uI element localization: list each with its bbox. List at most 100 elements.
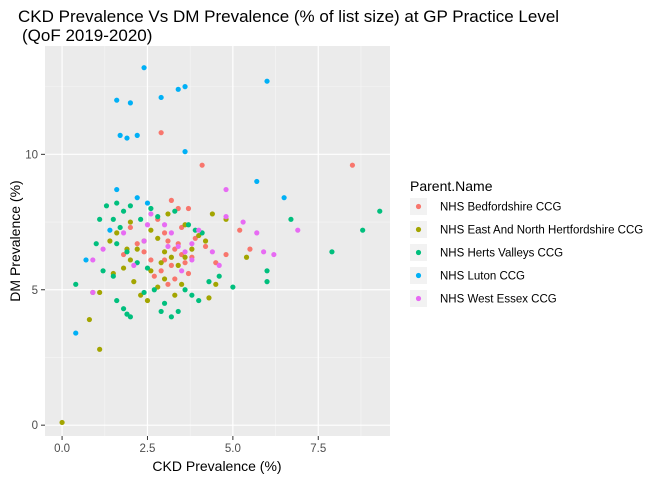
data-point-series-2	[141, 289, 147, 296]
data-point-series-2	[110, 216, 116, 222]
y-axis-title: DM Prevalence (%)	[7, 180, 23, 301]
data-point-series-2	[172, 208, 178, 214]
data-point-series-2	[230, 284, 236, 290]
data-point-series-1	[168, 254, 174, 260]
data-point-series-1	[158, 260, 164, 266]
data-point-series-4	[90, 257, 96, 263]
data-point-series-3	[114, 186, 120, 193]
legend-label: NHS Bedfordshire CCG	[440, 202, 561, 214]
data-point-series-1	[144, 297, 151, 304]
plot-panel	[45, 46, 390, 436]
data-point-series-0	[151, 273, 157, 279]
data-point-series-4	[261, 249, 267, 255]
legend-label: NHS West Essex CCG	[440, 294, 557, 306]
data-point-series-0	[168, 262, 174, 268]
data-point-series-0	[247, 246, 253, 252]
data-point-series-1	[243, 254, 250, 260]
y-tick-label: 0	[32, 420, 38, 432]
data-point-series-0	[202, 243, 209, 250]
data-point-series-3	[141, 65, 147, 71]
legend-label: NHS East And North Hertfordshire CCG	[440, 225, 643, 237]
data-point-series-3	[175, 86, 181, 92]
data-point-series-2	[103, 203, 110, 209]
data-point-series-3	[114, 97, 120, 103]
data-point-series-1	[134, 246, 140, 252]
data-point-series-2	[93, 241, 99, 247]
legend-key-dot	[415, 203, 422, 210]
data-point-series-3	[254, 178, 260, 185]
data-point-series-0	[185, 270, 192, 277]
data-point-series-3	[182, 84, 188, 90]
data-point-series-2	[114, 297, 120, 304]
data-point-series-4	[179, 268, 185, 274]
data-point-series-0	[165, 281, 171, 287]
data-point-series-4	[196, 227, 202, 233]
data-point-series-2	[182, 287, 188, 293]
data-point-series-2	[127, 314, 133, 320]
data-point-series-1	[114, 230, 120, 236]
data-point-series-2	[175, 308, 181, 315]
data-point-series-4	[100, 246, 106, 252]
data-point-series-1	[155, 235, 161, 241]
x-tick-label: 7.5	[310, 443, 326, 455]
data-point-series-1	[213, 281, 219, 287]
data-point-series-0	[127, 224, 133, 231]
data-point-series-4	[240, 219, 246, 225]
data-point-series-4	[189, 257, 195, 263]
data-point-series-4	[216, 262, 222, 268]
y-axis-ticks: 0 5 10	[25, 149, 45, 432]
data-point-series-2	[329, 249, 335, 255]
data-point-series-3	[83, 257, 89, 263]
data-point-series-0	[141, 249, 147, 255]
data-point-series-0	[185, 205, 192, 212]
data-point-series-4	[148, 211, 154, 217]
data-point-series-2	[151, 287, 157, 293]
data-point-series-4	[223, 214, 229, 220]
data-point-series-1	[127, 219, 133, 225]
data-point-series-2	[124, 249, 130, 255]
legend-key-dot	[415, 249, 422, 256]
data-point-series-2	[168, 314, 174, 320]
data-point-series-0	[168, 197, 174, 203]
legend: Parent.Name NHS Bedfordshire CCG NHS East…	[410, 178, 643, 307]
data-point-series-3	[117, 132, 123, 138]
data-point-series-2	[288, 216, 294, 222]
data-point-series-2	[161, 300, 168, 306]
data-point-series-1	[189, 246, 195, 252]
data-point-series-2	[117, 224, 123, 231]
data-point-series-2	[97, 216, 103, 222]
data-point-series-3	[107, 227, 113, 233]
legend-items: NHS Bedfordshire CCG NHS East And North H…	[410, 198, 643, 307]
data-point-series-2	[196, 297, 202, 304]
data-point-series-4	[120, 230, 127, 236]
data-point-series-4	[209, 249, 215, 255]
data-point-series-2	[120, 208, 127, 214]
data-point-series-3	[158, 94, 164, 101]
data-point-series-0	[199, 162, 205, 168]
data-point-series-4	[175, 243, 181, 250]
data-point-series-4	[165, 243, 171, 250]
data-point-series-4	[295, 227, 301, 233]
data-point-series-1	[148, 227, 154, 233]
data-point-series-4	[141, 238, 147, 244]
legend-label: NHS Luton CCG	[440, 271, 525, 283]
data-point-series-3	[134, 195, 140, 201]
data-point-series-1	[202, 238, 209, 244]
data-point-series-2	[138, 216, 144, 222]
data-point-series-1	[107, 238, 113, 244]
data-point-series-2	[264, 279, 270, 285]
data-point-series-1	[179, 281, 185, 287]
y-tick-label: 10	[25, 149, 38, 161]
data-point-series-2	[114, 241, 120, 247]
legend-label: NHS Herts Valleys CCG	[440, 248, 563, 260]
data-point-series-4	[131, 262, 137, 268]
data-point-series-1	[172, 292, 178, 298]
x-tick-label: 5.0	[225, 443, 241, 455]
grid-lines	[45, 46, 390, 436]
data-point-series-1	[182, 254, 188, 260]
data-point-series-1	[120, 265, 127, 271]
data-point-series-0	[161, 230, 168, 236]
data-point-series-0	[134, 241, 140, 247]
data-point-series-4	[182, 249, 188, 255]
